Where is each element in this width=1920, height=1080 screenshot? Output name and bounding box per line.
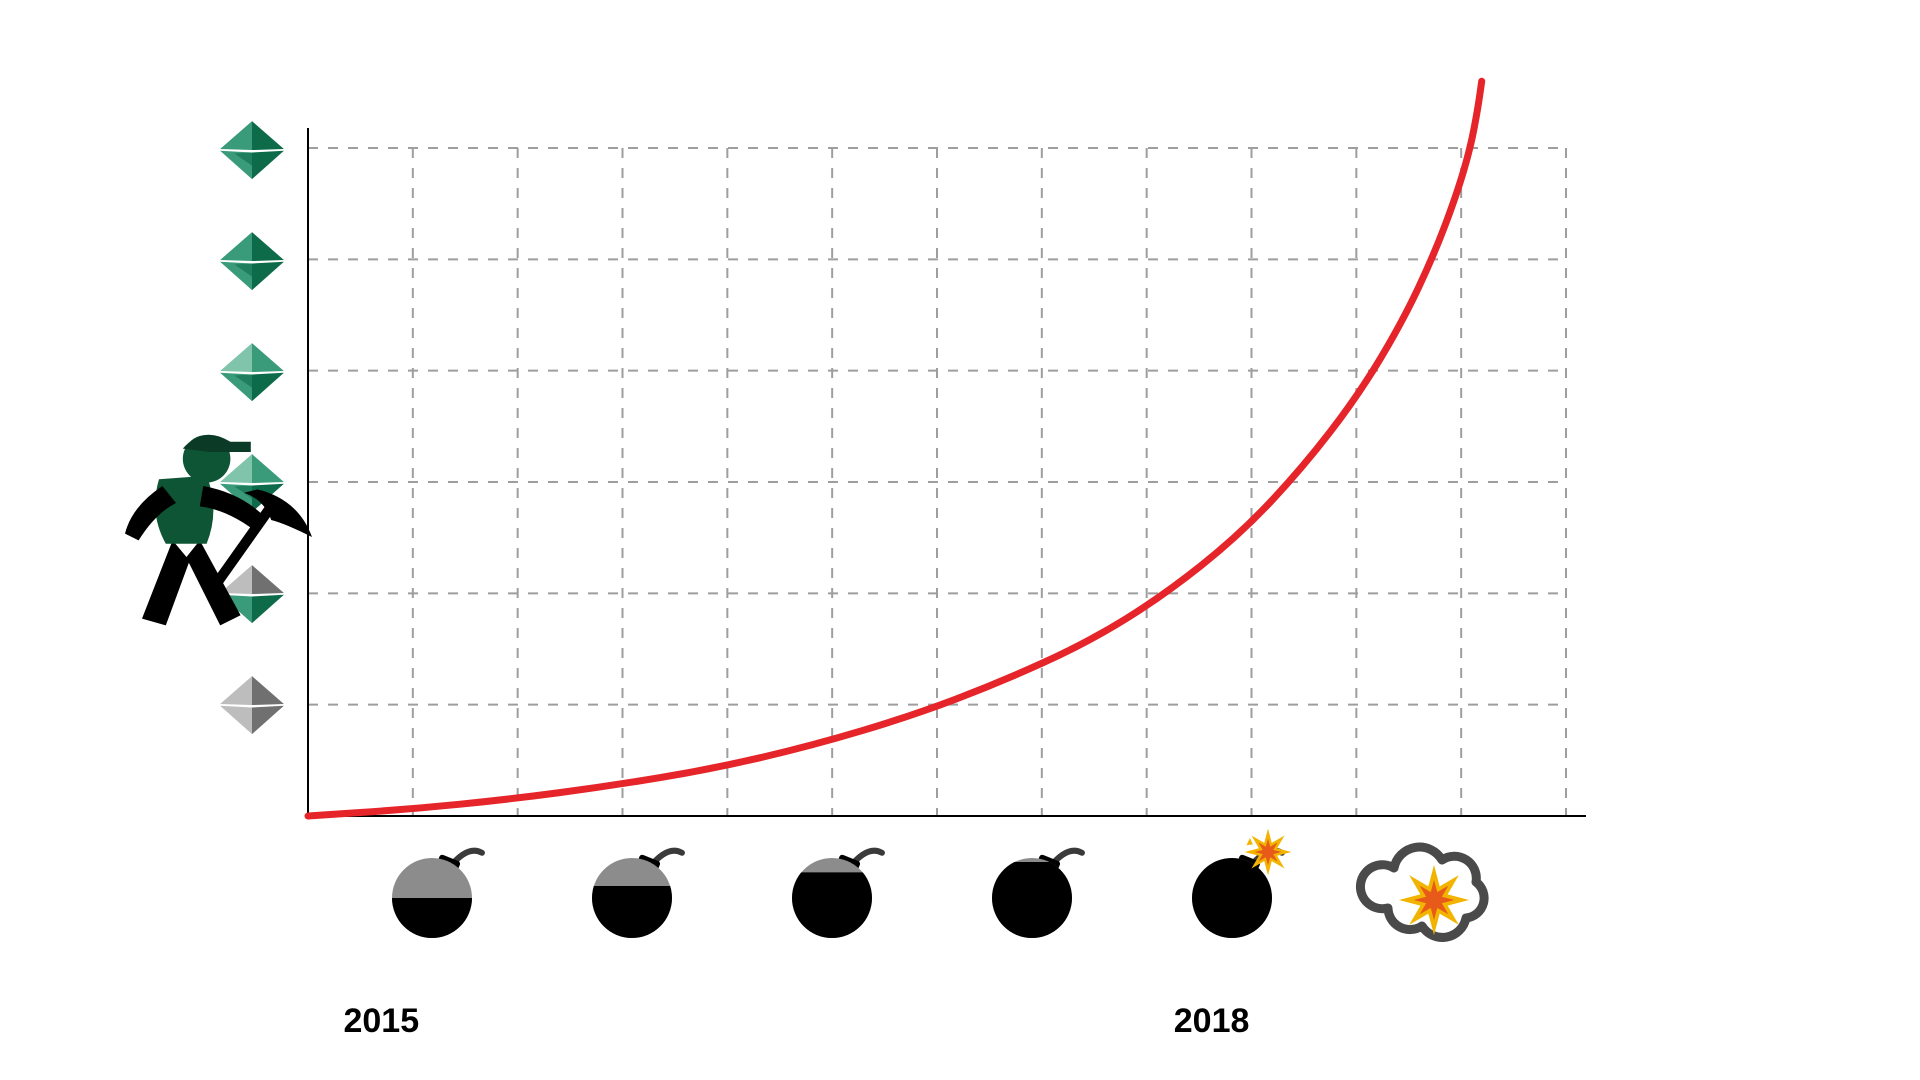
bomb-icon [992,851,1082,938]
explosion-icon [1360,847,1484,937]
x-label-2018: 2018 [1174,1002,1250,1041]
bomb-icon [1192,829,1291,938]
bomb-icon [392,851,482,938]
x-label-2015: 2015 [343,1002,419,1041]
difficulty-curve [308,81,1482,816]
bomb-icon [792,851,882,938]
difficulty-bomb-chart [0,0,1920,1080]
miner-icon [125,435,312,626]
grid [308,148,1566,816]
ethereum-icon [220,343,284,401]
ethereum-icon [220,676,284,734]
ethereum-icon [220,121,284,179]
bomb-icon [592,851,682,938]
chart-stage: 2015 2018 [0,0,1920,1080]
ethereum-icon [220,232,284,290]
